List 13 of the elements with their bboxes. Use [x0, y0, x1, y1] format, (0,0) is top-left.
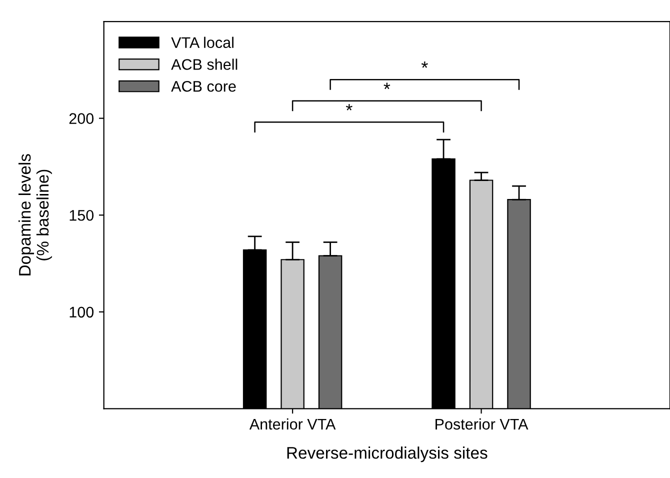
annotation: * [384, 82, 390, 90]
y-tick-label: 200 [69, 113, 94, 124]
x-tick-label: Posterior VTA [436, 418, 528, 430]
x-tick-label: Anterior VTA [249, 418, 336, 430]
legend-label: ACB core [171, 80, 236, 92]
y-tick-label: 150 [70, 210, 94, 221]
x-axis-title: Reverse-microdialysis sites [287, 446, 488, 462]
annotation: * [346, 104, 352, 110]
legend-label: VTA local [171, 36, 234, 48]
y-axis-title: Dopamine levels (% baseline) [18, 154, 52, 276]
legend-label: ACB shell [171, 58, 238, 70]
annotation: * [421, 61, 428, 68]
y-tick-label: 100 [70, 306, 94, 318]
